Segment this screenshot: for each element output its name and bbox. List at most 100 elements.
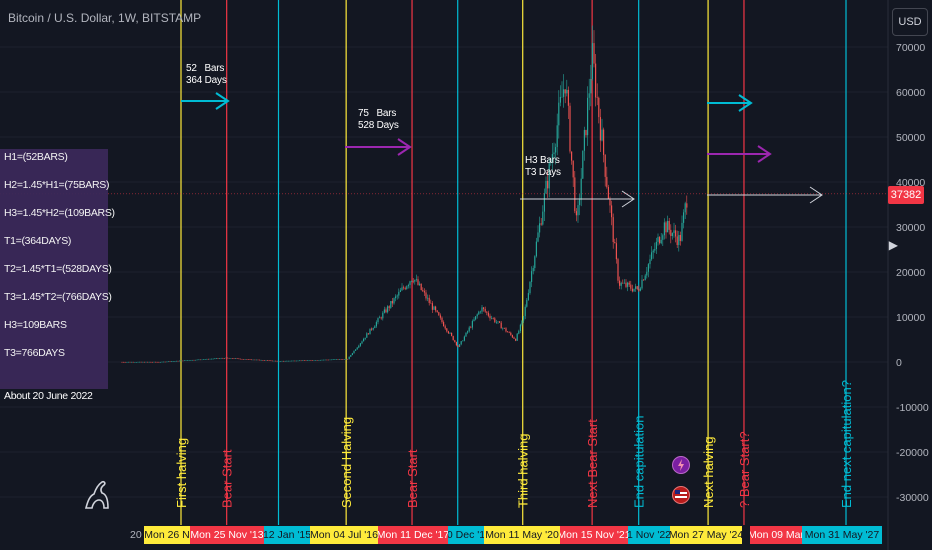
candle-body: [287, 360, 289, 362]
candle-body: [473, 319, 475, 322]
candle-body: [436, 310, 438, 313]
candle-body: [383, 309, 385, 313]
candle-body: [169, 361, 171, 363]
cycle1-arrow-head: [215, 92, 230, 110]
lightning-icon[interactable]: [672, 456, 690, 474]
candle-body: [182, 360, 184, 362]
candle-body: [603, 129, 605, 155]
cycle1-annotation: 52 Bars 364 Days: [186, 63, 227, 86]
candle-body: [646, 271, 648, 276]
candle-body: [435, 306, 437, 311]
candle-body: [523, 316, 525, 321]
candle-body: [257, 359, 259, 361]
date-chip: Mon 26 N: [144, 526, 190, 544]
candle-body: [635, 286, 637, 289]
candle-body: [471, 321, 473, 328]
candle-body: [502, 327, 504, 329]
candle-body: [615, 243, 617, 260]
candle-body: [351, 353, 353, 355]
us-flag-icon[interactable]: [672, 486, 690, 504]
candle-body: [215, 358, 217, 359]
event-label: Next Bear Start: [585, 419, 600, 508]
candle-body: [529, 281, 531, 294]
candle-body: [497, 321, 499, 323]
candle-body: [588, 93, 590, 98]
candle-body: [326, 359, 328, 361]
candle-body: [206, 358, 208, 360]
candle-body: [500, 322, 502, 329]
candle-body: [539, 223, 541, 233]
candle-body: [558, 102, 560, 126]
candle-body: [377, 318, 379, 323]
candle-body: [238, 358, 240, 360]
candle-body: [222, 358, 224, 359]
candle-body: [367, 333, 369, 335]
candle-body: [235, 358, 237, 359]
info-line: H3=1.45*H2=(109BARS): [4, 207, 115, 219]
candle-body: [591, 43, 593, 80]
candle-body: [353, 350, 355, 354]
candle-body: [196, 359, 198, 361]
candle-body: [233, 358, 235, 360]
candle-body: [150, 361, 152, 363]
candle-body: [606, 176, 608, 187]
candle-body: [446, 328, 448, 332]
candle-body: [463, 336, 465, 341]
candle-body: [387, 306, 389, 313]
event-label: ? Bear Start?: [737, 431, 752, 508]
candle-body: [191, 359, 193, 361]
candle-body: [340, 359, 342, 360]
candle-body: [321, 359, 323, 361]
candle-body: [499, 321, 501, 323]
candle-body: [684, 203, 686, 213]
candle-body: [399, 290, 401, 292]
candle-body: [319, 359, 321, 361]
candle-body: [462, 340, 464, 342]
candle-body: [671, 233, 673, 237]
candle-body: [404, 288, 406, 290]
candle-body: [214, 358, 216, 360]
candle-body: [207, 358, 209, 360]
candle-body: [366, 333, 368, 338]
candle-body: [275, 360, 277, 362]
candle-body: [356, 347, 358, 350]
candle-body: [641, 279, 643, 289]
candle-body: [307, 360, 309, 361]
candle-body: [401, 287, 403, 291]
candle-body: [521, 320, 523, 325]
event-label: Third halving: [516, 434, 531, 508]
candle-body: [179, 360, 181, 362]
candle-body: [303, 360, 305, 361]
candle-body: [465, 332, 467, 337]
candle-body: [209, 358, 211, 360]
candle-body: [251, 359, 253, 361]
candle-body: [662, 235, 664, 240]
info-line: T3=1.45*T2=(766DAYS): [4, 291, 112, 303]
candle-body: [553, 152, 555, 155]
chevron-right-icon[interactable]: ▶: [888, 238, 898, 252]
y-tick-label: 60000: [896, 87, 925, 99]
candle-body: [195, 359, 197, 361]
event-label: Next halving: [701, 436, 716, 508]
candle-body: [524, 306, 526, 317]
candle-body: [286, 360, 288, 362]
candle-body: [676, 236, 678, 245]
date-chip: Mon 11 May '20: [484, 526, 560, 544]
candle-body: [681, 222, 683, 241]
candle-body: [479, 311, 481, 313]
candle-body: [249, 359, 251, 360]
candle-body: [652, 250, 654, 253]
candle-body: [441, 317, 443, 323]
currency-button[interactable]: USD: [892, 8, 928, 36]
candle-body: [420, 283, 422, 291]
candle-body: [385, 309, 387, 313]
candle-body: [364, 337, 366, 339]
candle-body: [619, 280, 621, 286]
candle-body: [374, 326, 376, 329]
candle-body: [199, 359, 201, 361]
candle-body: [567, 89, 569, 106]
candle-body: [198, 359, 200, 361]
candle-body: [511, 334, 513, 338]
